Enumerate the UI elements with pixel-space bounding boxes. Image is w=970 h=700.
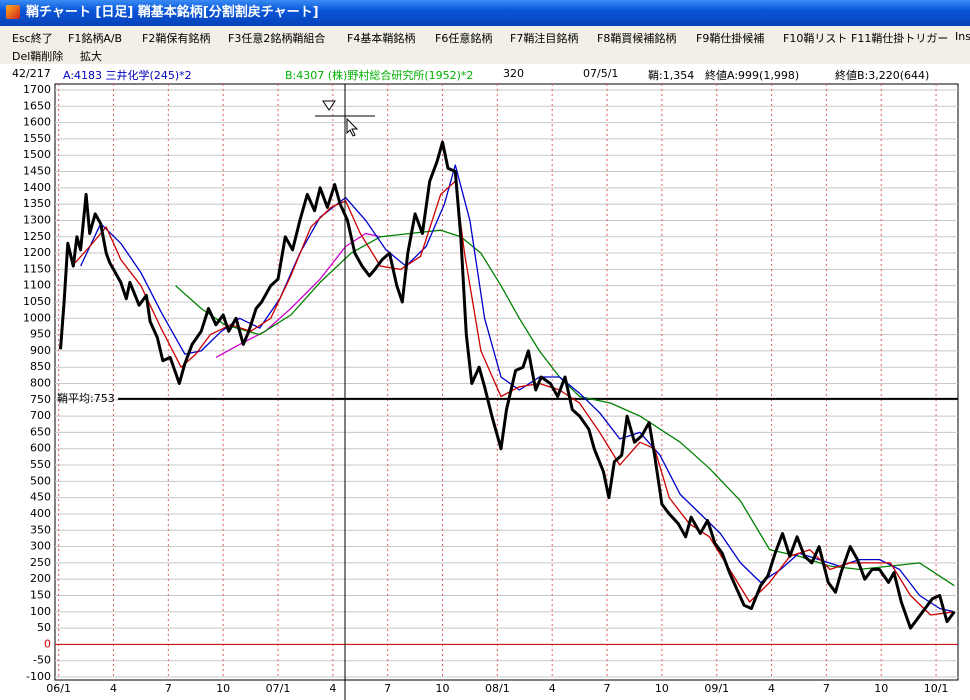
stock-a: A:4183 三井化学(245)*2	[63, 69, 192, 82]
y-tick-label: 200	[30, 572, 51, 585]
y-tick-label: 700	[30, 409, 51, 422]
plot-frame	[54, 83, 959, 681]
menu-item[interactable]: F1銘柄A/B	[68, 32, 123, 45]
menu-item[interactable]: 拡大	[80, 50, 102, 63]
menu-item[interactable]: Esc終了	[12, 32, 53, 45]
stock-b: B:4307 (株)野村総合研究所(1952)*2	[285, 69, 474, 82]
y-tick-label: 1350	[23, 197, 51, 210]
x-tick-label: 7	[165, 682, 172, 695]
y-tick-label: 650	[30, 425, 51, 438]
y-tick-label: 950	[30, 328, 51, 341]
cursor-marker	[322, 100, 336, 111]
y-tick-label: 1050	[23, 295, 51, 308]
y-tick-label: 900	[30, 344, 51, 357]
menu-item[interactable]: F6任意銘柄	[435, 32, 493, 45]
x-tick-label: 7	[384, 682, 391, 695]
y-tick-label: 800	[30, 377, 51, 390]
menu-bar: Esc終了 F1銘柄A/B F2鞘保有銘柄 F3任意2銘柄鞘組合 F4基本鞘銘柄 F6任意…	[0, 26, 970, 64]
y-tick-label: 300	[30, 540, 51, 553]
menu-item[interactable]: F7鞘注目銘柄	[510, 32, 579, 45]
y-tick-label: 0	[44, 637, 51, 650]
y-tick-label: 100	[30, 605, 51, 618]
x-tick-label: 07/1	[266, 682, 291, 695]
reference-label: 鞘平均:753	[57, 391, 115, 405]
y-tick-label: 400	[30, 507, 51, 520]
x-tick-label: 4	[110, 682, 117, 695]
menu-item[interactable]: F3任意2銘柄鞘組合	[228, 32, 326, 45]
x-tick-label: 09/1	[704, 682, 729, 695]
y-tick-label: 250	[30, 556, 51, 569]
mouse-pointer	[346, 117, 359, 137]
x-tick-label: 08/1	[485, 682, 510, 695]
x-tick-label: 06/1	[46, 682, 71, 695]
title-bar: 鞘チャート [日足] 鞘基本銘柄[分割割戻チャート]	[0, 0, 970, 26]
y-tick-label: 1700	[23, 83, 51, 96]
app-icon	[6, 5, 20, 19]
menu-item[interactable]: F2鞘保有銘柄	[142, 32, 211, 45]
y-tick-label: 1400	[23, 181, 51, 194]
spread: 鞘:1,354	[648, 69, 695, 82]
y-tick-label: 750	[30, 393, 51, 406]
y-tick-label: 1550	[23, 132, 51, 145]
y-tick-label: 1600	[23, 116, 51, 129]
menu-item[interactable]: F11鞘仕掛トリガー	[851, 32, 949, 45]
y-tick-label: 500	[30, 474, 51, 487]
y-tick-label: 50	[37, 621, 51, 634]
x-tick-label: 7	[604, 682, 611, 695]
x-tick-label: 10	[874, 682, 888, 695]
count: 42/217	[12, 67, 51, 80]
y-tick-label: 1450	[23, 165, 51, 178]
y-tick-label: 550	[30, 458, 51, 471]
date: 07/5/1	[583, 67, 619, 80]
y-tick-label: 1500	[23, 148, 51, 161]
y-tick-label: 350	[30, 523, 51, 536]
x-tick-label: 10/1	[924, 682, 949, 695]
series-line	[80, 164, 955, 613]
x-tick-label: 10	[216, 682, 230, 695]
y-tick-label: 1300	[23, 213, 51, 226]
y-tick-label: -100	[26, 670, 51, 683]
x-tick-label: 4	[549, 682, 556, 695]
y-tick-label: 1100	[23, 279, 51, 292]
x-tick-label: 7	[823, 682, 830, 695]
y-tick-label: 450	[30, 491, 51, 504]
y-tick-label: 1000	[23, 311, 51, 324]
y-tick-label: 1650	[23, 99, 51, 112]
y-tick-label: 600	[30, 442, 51, 455]
menu-item[interactable]: Ins	[955, 30, 970, 43]
y-tick-label: -50	[33, 654, 51, 667]
close-b: 終値B:3,220(644)	[835, 69, 930, 82]
y-tick-label: 1150	[23, 262, 51, 275]
series-line	[59, 140, 956, 630]
menu-item[interactable]: F4基本鞘銘柄	[347, 32, 416, 45]
number: 320	[503, 67, 524, 80]
y-tick-label: 150	[30, 588, 51, 601]
series-line	[215, 232, 381, 358]
series-line	[74, 180, 955, 616]
x-tick-label: 10	[436, 682, 450, 695]
x-tick-label: 4	[329, 682, 336, 695]
menu-item[interactable]: F9鞘仕掛候補	[696, 32, 765, 45]
menu-item[interactable]: F10鞘リスト	[783, 32, 848, 45]
menu-item[interactable]: F8鞘買候補銘柄	[597, 32, 677, 45]
y-tick-label: 1200	[23, 246, 51, 259]
y-tick-label: 850	[30, 360, 51, 373]
y-tick-label: 1250	[23, 230, 51, 243]
x-tick-label: 4	[768, 682, 775, 695]
x-tick-label: 10	[655, 682, 669, 695]
info-bar: 42/217 A:4183 三井化学(245)*2 B:4307 (株)野村総合…	[0, 64, 970, 84]
close-a: 終値A:999(1,998)	[705, 69, 800, 82]
menu-item[interactable]: Del鞘削除	[12, 50, 64, 63]
window-title: 鞘チャート [日足] 鞘基本銘柄[分割割戻チャート]	[26, 5, 319, 20]
series-line	[175, 229, 955, 587]
